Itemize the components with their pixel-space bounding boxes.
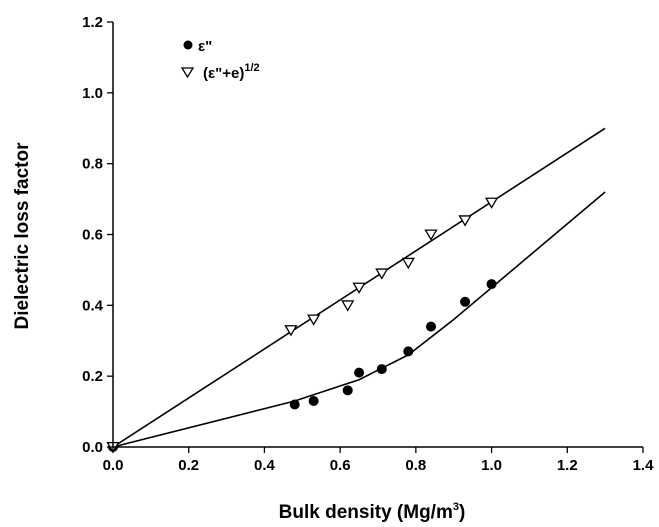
y-tick-label: 0.0 xyxy=(82,439,103,456)
legend-marker-triangle xyxy=(180,67,195,79)
data-point-epsilon xyxy=(342,385,353,396)
x-tick-label: 0.0 xyxy=(103,457,124,474)
fit-line-0 xyxy=(112,191,606,448)
data-point-triangle xyxy=(424,229,438,241)
y-tick-label: 1.2 xyxy=(82,14,103,31)
legend-label-epsilon: ε" xyxy=(198,38,212,55)
x-axis-title: Bulk density (Mg/m3) xyxy=(279,501,466,523)
data-point-epsilon xyxy=(289,399,300,410)
data-point-triangle xyxy=(484,197,499,209)
data-point-epsilon xyxy=(354,367,365,378)
data-point-triangle xyxy=(341,300,355,312)
x-tick-label: 0.4 xyxy=(254,457,276,474)
data-point-epsilon xyxy=(403,346,414,357)
data-point-triangle xyxy=(401,257,415,270)
data-point-triangle xyxy=(375,268,389,280)
data-point-epsilon xyxy=(376,364,387,375)
data-point-triangle xyxy=(284,325,298,337)
axes: 0.0 0.2 0.4 0.6 0.8 1.0 1.2 1.4 0.0 0.2 0.4 0.6 0.8 1… xyxy=(82,14,654,474)
legend-label-sqrt: (ε"+e)1/2 xyxy=(203,62,260,82)
x-tick-label: 0.2 xyxy=(178,457,199,474)
x-tick-label: 1.2 xyxy=(557,457,578,474)
y-axis-title: Dielectric loss factor xyxy=(12,142,33,330)
x-tick-label: 1.4 xyxy=(633,457,655,474)
legend: ε" (ε"+e)1/2 xyxy=(180,38,260,82)
data-point-epsilon xyxy=(426,321,436,332)
y-tick-label: 0.6 xyxy=(82,227,103,244)
data-point-epsilon xyxy=(308,395,319,406)
legend-marker-epsilon xyxy=(183,40,193,50)
x-tick-label: 1.0 xyxy=(481,457,502,474)
y-tick-label: 0.2 xyxy=(82,368,103,385)
data-markers xyxy=(106,197,499,454)
y-tick-label: 0.4 xyxy=(82,297,104,314)
x-tick-label: 0.6 xyxy=(330,457,351,474)
data-point-triangle xyxy=(352,282,366,294)
y-tick-label: 0.8 xyxy=(82,156,103,173)
x-tick-label: 0.8 xyxy=(405,457,426,474)
data-point-epsilon xyxy=(486,279,497,290)
data-point-triangle xyxy=(458,215,472,227)
data-point-epsilon xyxy=(460,296,471,307)
y-tick-label: 1.0 xyxy=(82,85,103,102)
data-point-triangle xyxy=(307,314,321,326)
